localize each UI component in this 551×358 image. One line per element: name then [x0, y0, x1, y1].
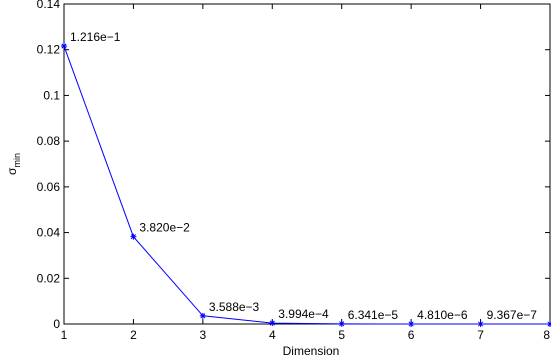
x-tick-label: 5 — [338, 328, 345, 342]
data-point — [130, 233, 137, 240]
x-tick-label: 4 — [269, 328, 276, 342]
data-label: 3.588e−3 — [209, 300, 260, 314]
x-tick-label: 7 — [477, 328, 484, 342]
data-point — [61, 43, 67, 50]
y-tick-label: 0 — [53, 317, 60, 331]
data-label: 6.341e−5 — [348, 308, 399, 322]
x-tick-label: 2 — [130, 328, 137, 342]
y-tick-label: 0.02 — [37, 271, 61, 285]
data-label: 3.994e−4 — [278, 307, 329, 321]
y-tick-label: 0.14 — [37, 0, 61, 11]
y-axis-label-subscript: min — [12, 153, 22, 168]
data-point — [269, 320, 276, 327]
data-point — [408, 320, 415, 327]
x-tick-label: 3 — [200, 328, 207, 342]
y-axis-label: σmin — [5, 153, 22, 175]
x-tick-label: 6 — [408, 328, 415, 342]
x-axis-label: Dimension — [283, 344, 340, 358]
series-group — [61, 43, 551, 327]
data-label: 9.367e−7 — [487, 308, 538, 322]
data-label: 1.216e−1 — [70, 30, 121, 44]
x-tick-label: 8 — [543, 328, 550, 342]
series-line — [63, 45, 550, 325]
x-tick-label: 1 — [61, 328, 68, 342]
y-tick-label: 0.12 — [37, 43, 61, 57]
data-labels: 1.216e−1 3.820e−2 3.588e−3 3.994e−4 6.341e−5… — [70, 30, 537, 322]
data-point — [199, 312, 206, 319]
axis-ticks: 1 2 3 4 5 6 7 8 0 0.02 0.04 0.06 0.08 0.1 0.12 0.14 — [37, 0, 551, 342]
y-tick-label: 0.1 — [43, 88, 60, 102]
y-tick-label: 0.04 — [37, 226, 61, 240]
y-tick-label: 0.06 — [37, 180, 61, 194]
data-label: 4.810e−6 — [417, 308, 468, 322]
y-tick-label: 0.08 — [37, 134, 61, 148]
data-point — [338, 320, 345, 327]
data-point — [547, 321, 551, 327]
plot-area — [63, 3, 551, 325]
y-axis-label-symbol: σ — [5, 167, 19, 175]
data-point — [477, 320, 484, 327]
data-label: 3.820e−2 — [139, 221, 190, 235]
